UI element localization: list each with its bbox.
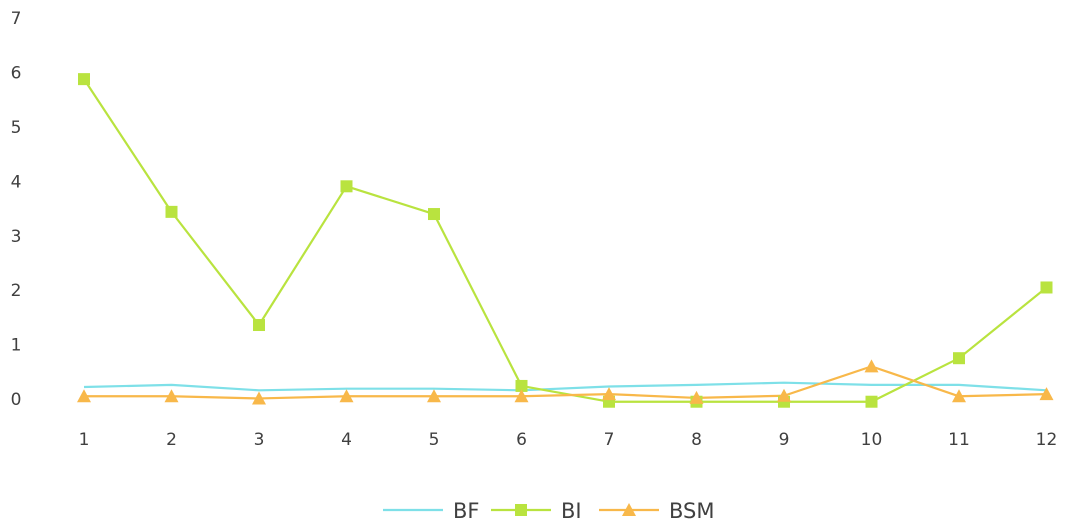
x-tick-label: 1 bbox=[79, 430, 90, 450]
data-point-bi bbox=[515, 379, 528, 392]
legend-marker-bsm bbox=[622, 503, 636, 516]
data-point-bi bbox=[165, 205, 178, 218]
data-point-bi bbox=[1040, 281, 1053, 294]
data-point-bsm bbox=[952, 389, 966, 403]
y-tick-label: 6 bbox=[11, 64, 22, 84]
y-tick-label: 0 bbox=[11, 390, 22, 410]
data-point-bsm bbox=[339, 389, 354, 403]
data-point-bi bbox=[78, 73, 90, 86]
data-point-bsm bbox=[689, 390, 704, 404]
y-tick-label: 7 bbox=[11, 9, 22, 29]
x-tick-label: 6 bbox=[516, 430, 527, 450]
data-point-bsm bbox=[427, 389, 441, 403]
series-markers bbox=[77, 73, 1054, 408]
y-tick-label: 3 bbox=[11, 227, 22, 247]
data-point-bsm bbox=[252, 391, 266, 405]
x-tick-label: 3 bbox=[254, 430, 265, 450]
data-point-bi bbox=[340, 180, 353, 193]
series-line-bsm bbox=[84, 365, 1047, 400]
y-tick-label: 4 bbox=[11, 172, 22, 192]
data-point-bsm bbox=[864, 359, 879, 373]
data-point-bi bbox=[428, 208, 440, 221]
legend-label-bsm: BSM bbox=[669, 499, 715, 522]
data-point-bi bbox=[865, 395, 878, 408]
y-axis-ticks: 0 1 2 3 4 5 6 7 bbox=[11, 9, 22, 410]
x-tick-label: 4 bbox=[341, 430, 352, 450]
data-point-bsm bbox=[514, 389, 529, 403]
x-tick-label: 2 bbox=[166, 430, 177, 450]
data-point-bsm bbox=[164, 389, 179, 403]
x-axis-ticks: 1 2 3 4 5 6 7 8 9 10 11 12 bbox=[79, 430, 1058, 450]
x-tick-label: 11 bbox=[948, 430, 970, 450]
x-tick-label: 5 bbox=[429, 430, 440, 450]
data-point-bsm bbox=[77, 389, 91, 403]
x-tick-label: 10 bbox=[861, 430, 883, 450]
data-point-bi bbox=[253, 319, 265, 332]
legend-label-bf: BF bbox=[453, 499, 480, 522]
x-tick-label: 9 bbox=[779, 430, 790, 450]
legend-label-bi: BI bbox=[561, 499, 582, 522]
x-tick-label: 7 bbox=[604, 430, 615, 450]
y-tick-label: 5 bbox=[11, 118, 22, 138]
y-tick-label: 1 bbox=[11, 336, 22, 356]
data-point-bsm bbox=[602, 387, 616, 401]
data-point-bsm bbox=[777, 388, 791, 402]
series-line-bi bbox=[83, 78, 1048, 403]
legend-marker-bi bbox=[515, 504, 527, 516]
series-line-bf bbox=[83, 381, 1047, 392]
series-lines bbox=[83, 78, 1048, 403]
data-point-bi bbox=[953, 352, 965, 365]
x-tick-label: 8 bbox=[691, 430, 702, 450]
legend: BF BI BSM bbox=[383, 499, 715, 522]
data-point-bsm bbox=[1039, 387, 1054, 401]
x-tick-label: 12 bbox=[1036, 430, 1058, 450]
y-tick-label: 2 bbox=[11, 281, 22, 301]
